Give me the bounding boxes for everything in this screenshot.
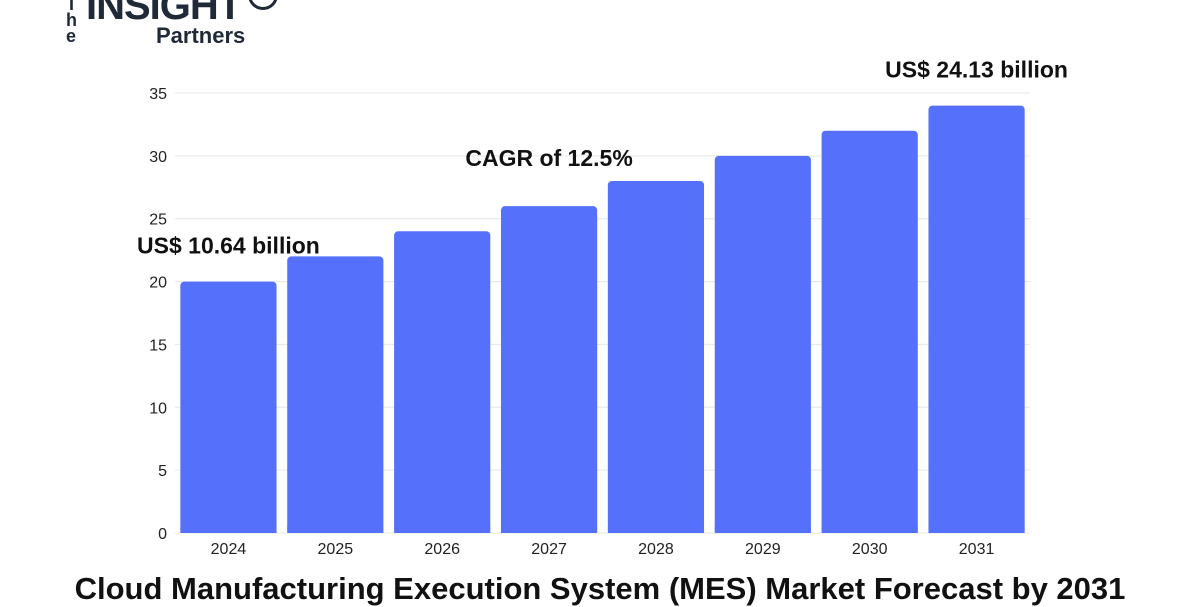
y-tick-label: 10 bbox=[149, 400, 167, 417]
bar-2028 bbox=[607, 181, 705, 533]
bar-base-2029 bbox=[714, 527, 811, 533]
x-tick-label: 2025 bbox=[318, 541, 354, 558]
bar-2030 bbox=[821, 130, 918, 533]
logo-insight-text: INSIGHT bbox=[86, 0, 242, 28]
logo-the-text: The bbox=[66, 0, 77, 46]
annotations: US$ 10.64 billion CAGR of 12.5% US$ 24.13 … bbox=[137, 57, 1068, 259]
annotation-label: CAGR of 12.5% bbox=[465, 145, 632, 171]
y-tick-label: 15 bbox=[149, 337, 167, 354]
bar-base-2027 bbox=[500, 527, 598, 533]
bar-2025 bbox=[287, 256, 384, 533]
bar-base-2024 bbox=[180, 527, 277, 533]
y-tick-label: 35 bbox=[149, 86, 167, 103]
y-tick-label: 25 bbox=[149, 212, 167, 229]
bar-2026 bbox=[394, 231, 491, 534]
y-tick-label: 5 bbox=[158, 463, 167, 480]
bar-base-2031 bbox=[928, 527, 1025, 533]
bar-base-2030 bbox=[821, 527, 918, 533]
y-tick-label: 0 bbox=[158, 526, 167, 543]
bar-2029 bbox=[714, 155, 811, 533]
bar-base-2026 bbox=[394, 527, 491, 533]
bar-2027 bbox=[500, 206, 598, 533]
y-tick-label: 30 bbox=[149, 149, 167, 166]
bar-2031 bbox=[928, 105, 1025, 534]
x-tick-label: 2026 bbox=[424, 541, 460, 558]
annotation-label: US$ 10.64 billion bbox=[137, 233, 320, 259]
y-tick-label: 20 bbox=[149, 275, 167, 292]
the-insight-partners-logo: The INSIGHT Partners bbox=[66, 0, 286, 56]
bar-base-2028 bbox=[607, 527, 705, 533]
x-tick-label: 2024 bbox=[211, 541, 247, 558]
x-tick-label: 2030 bbox=[852, 541, 888, 558]
x-tick-label: 2031 bbox=[959, 541, 995, 558]
logo-partners-text: Partners bbox=[156, 23, 246, 48]
x-tick-label: 2028 bbox=[638, 541, 674, 558]
x-tick-label: 2027 bbox=[531, 541, 567, 558]
y-axis-ticks: 0 5 10 15 20 25 30 35 bbox=[149, 86, 167, 543]
bars bbox=[180, 105, 1025, 534]
annotation-label: US$ 24.13 billion bbox=[885, 57, 1068, 83]
chart-title: Cloud Manufacturing Execution System (ME… bbox=[74, 571, 1126, 606]
x-tick-label: 2029 bbox=[745, 541, 781, 558]
bar-base-2025 bbox=[287, 527, 384, 533]
x-axis-ticks: 2024 2025 2026 2027 2028 2029 2030 2031 bbox=[211, 541, 995, 558]
bar-2024 bbox=[180, 281, 277, 533]
